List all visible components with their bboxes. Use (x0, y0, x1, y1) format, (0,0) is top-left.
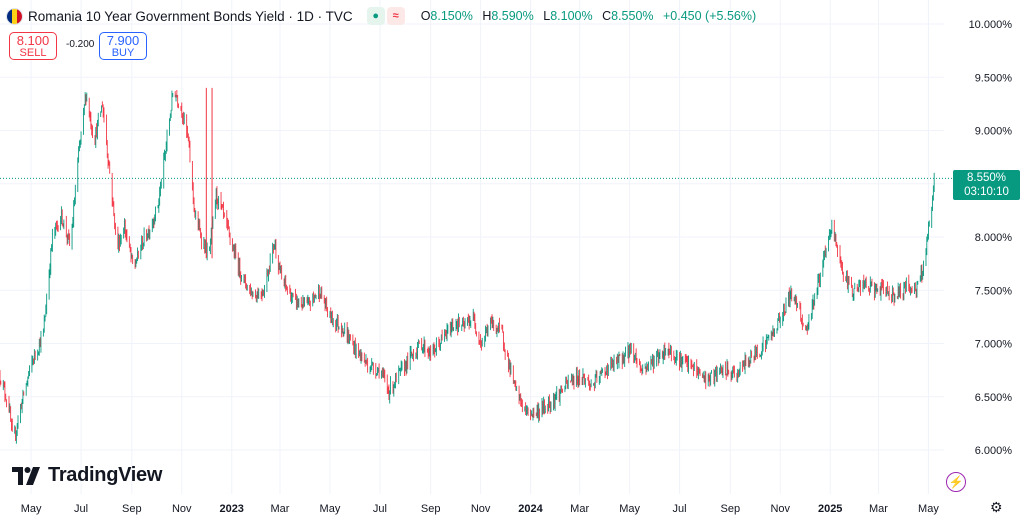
time-tick-label: Sep (721, 503, 741, 515)
flag-stripe-yellow (12, 8, 17, 24)
time-tick-label: 2023 (219, 503, 243, 515)
buy-label: BUY (111, 47, 135, 59)
price-tick-label: 7.000% (975, 339, 1013, 351)
time-tick-label: May (320, 503, 341, 515)
lightning-icon[interactable]: ⚡ (946, 472, 966, 492)
romania-flag-icon (6, 7, 23, 25)
close-value: 8.550% (611, 9, 654, 23)
data-delay-icon[interactable]: ≈ (386, 7, 405, 25)
candle-series (0, 87, 935, 444)
low-label: L (543, 9, 551, 23)
spread-value: -0.200 (66, 39, 95, 50)
change-value: +0.450 (+5.56%) (663, 9, 757, 23)
tradingview-logo[interactable]: TradingView (12, 464, 162, 487)
open-label: O (420, 9, 431, 23)
high-label: H (482, 9, 492, 23)
flag-stripe-blue (7, 8, 12, 24)
time-tick-label: Mar (869, 503, 888, 515)
time-tick-label: Nov (770, 503, 790, 515)
open-value: 8.150% (430, 9, 473, 23)
time-tick-label: 2025 (818, 503, 842, 515)
close-label: C (602, 9, 612, 23)
price-tick-label: 7.500% (975, 285, 1013, 297)
time-tick-label: Jul (373, 503, 387, 515)
sell-label: SELL (19, 47, 47, 59)
low-value: 8.100% (550, 9, 593, 23)
buy-button[interactable]: 7.900 BUY (99, 32, 147, 60)
time-tick-label: May (619, 503, 640, 515)
last-price-tag: 8.550% 03:10:10 (953, 170, 1020, 200)
flag-stripe-red (17, 8, 22, 24)
time-tick-label: May (21, 503, 42, 515)
tradingview-logo-icon (12, 466, 40, 485)
bar-countdown: 03:10:10 (964, 186, 1009, 198)
time-tick-label: Nov (172, 503, 192, 515)
sell-button[interactable]: 8.100 SELL (9, 32, 57, 60)
symbol-title[interactable]: Romania 10 Year Government Bonds Yield ·… (28, 8, 353, 24)
last-price-value: 8.550% (966, 172, 1006, 184)
chart-header: Romania 10 Year Government Bonds Yield ·… (6, 5, 762, 27)
time-tick-label: Jul (673, 503, 687, 515)
logo-text: TradingView (48, 464, 163, 486)
price-tick-label: 9.500% (975, 72, 1013, 84)
price-tick-label: 8.000% (975, 232, 1013, 244)
sell-price: 8.100 (16, 33, 50, 48)
time-scale[interactable]: May Jul Sep Nov 2023 Mar May Jul Sep Nov 2024 Mar Ma… (21, 503, 940, 515)
price-tick-label: 9.000% (975, 126, 1013, 138)
market-status-icon[interactable]: ● (366, 7, 385, 25)
price-tick-label: 6.000% (975, 445, 1013, 457)
time-tick-label: Mar (271, 503, 290, 515)
time-tick-label: Nov (471, 503, 491, 515)
time-tick-label: Sep (122, 503, 142, 515)
price-tick-label: 10.000% (969, 19, 1013, 31)
price-tick-label: 6.500% (975, 392, 1013, 404)
time-tick-label: Sep (421, 503, 441, 515)
time-tick-label: May (918, 503, 939, 515)
time-tick-label: Mar (570, 503, 589, 515)
time-tick-label: Jul (74, 503, 88, 515)
buy-price: 7.900 (106, 33, 140, 48)
high-value: 8.590% (491, 9, 534, 23)
time-tick-label: 2024 (518, 503, 543, 515)
ohlc-legend: O8.150% H8.590% L8.100% C8.550% +0.450 (… (421, 9, 762, 23)
settings-icon[interactable]: ⚙ (990, 499, 1003, 515)
